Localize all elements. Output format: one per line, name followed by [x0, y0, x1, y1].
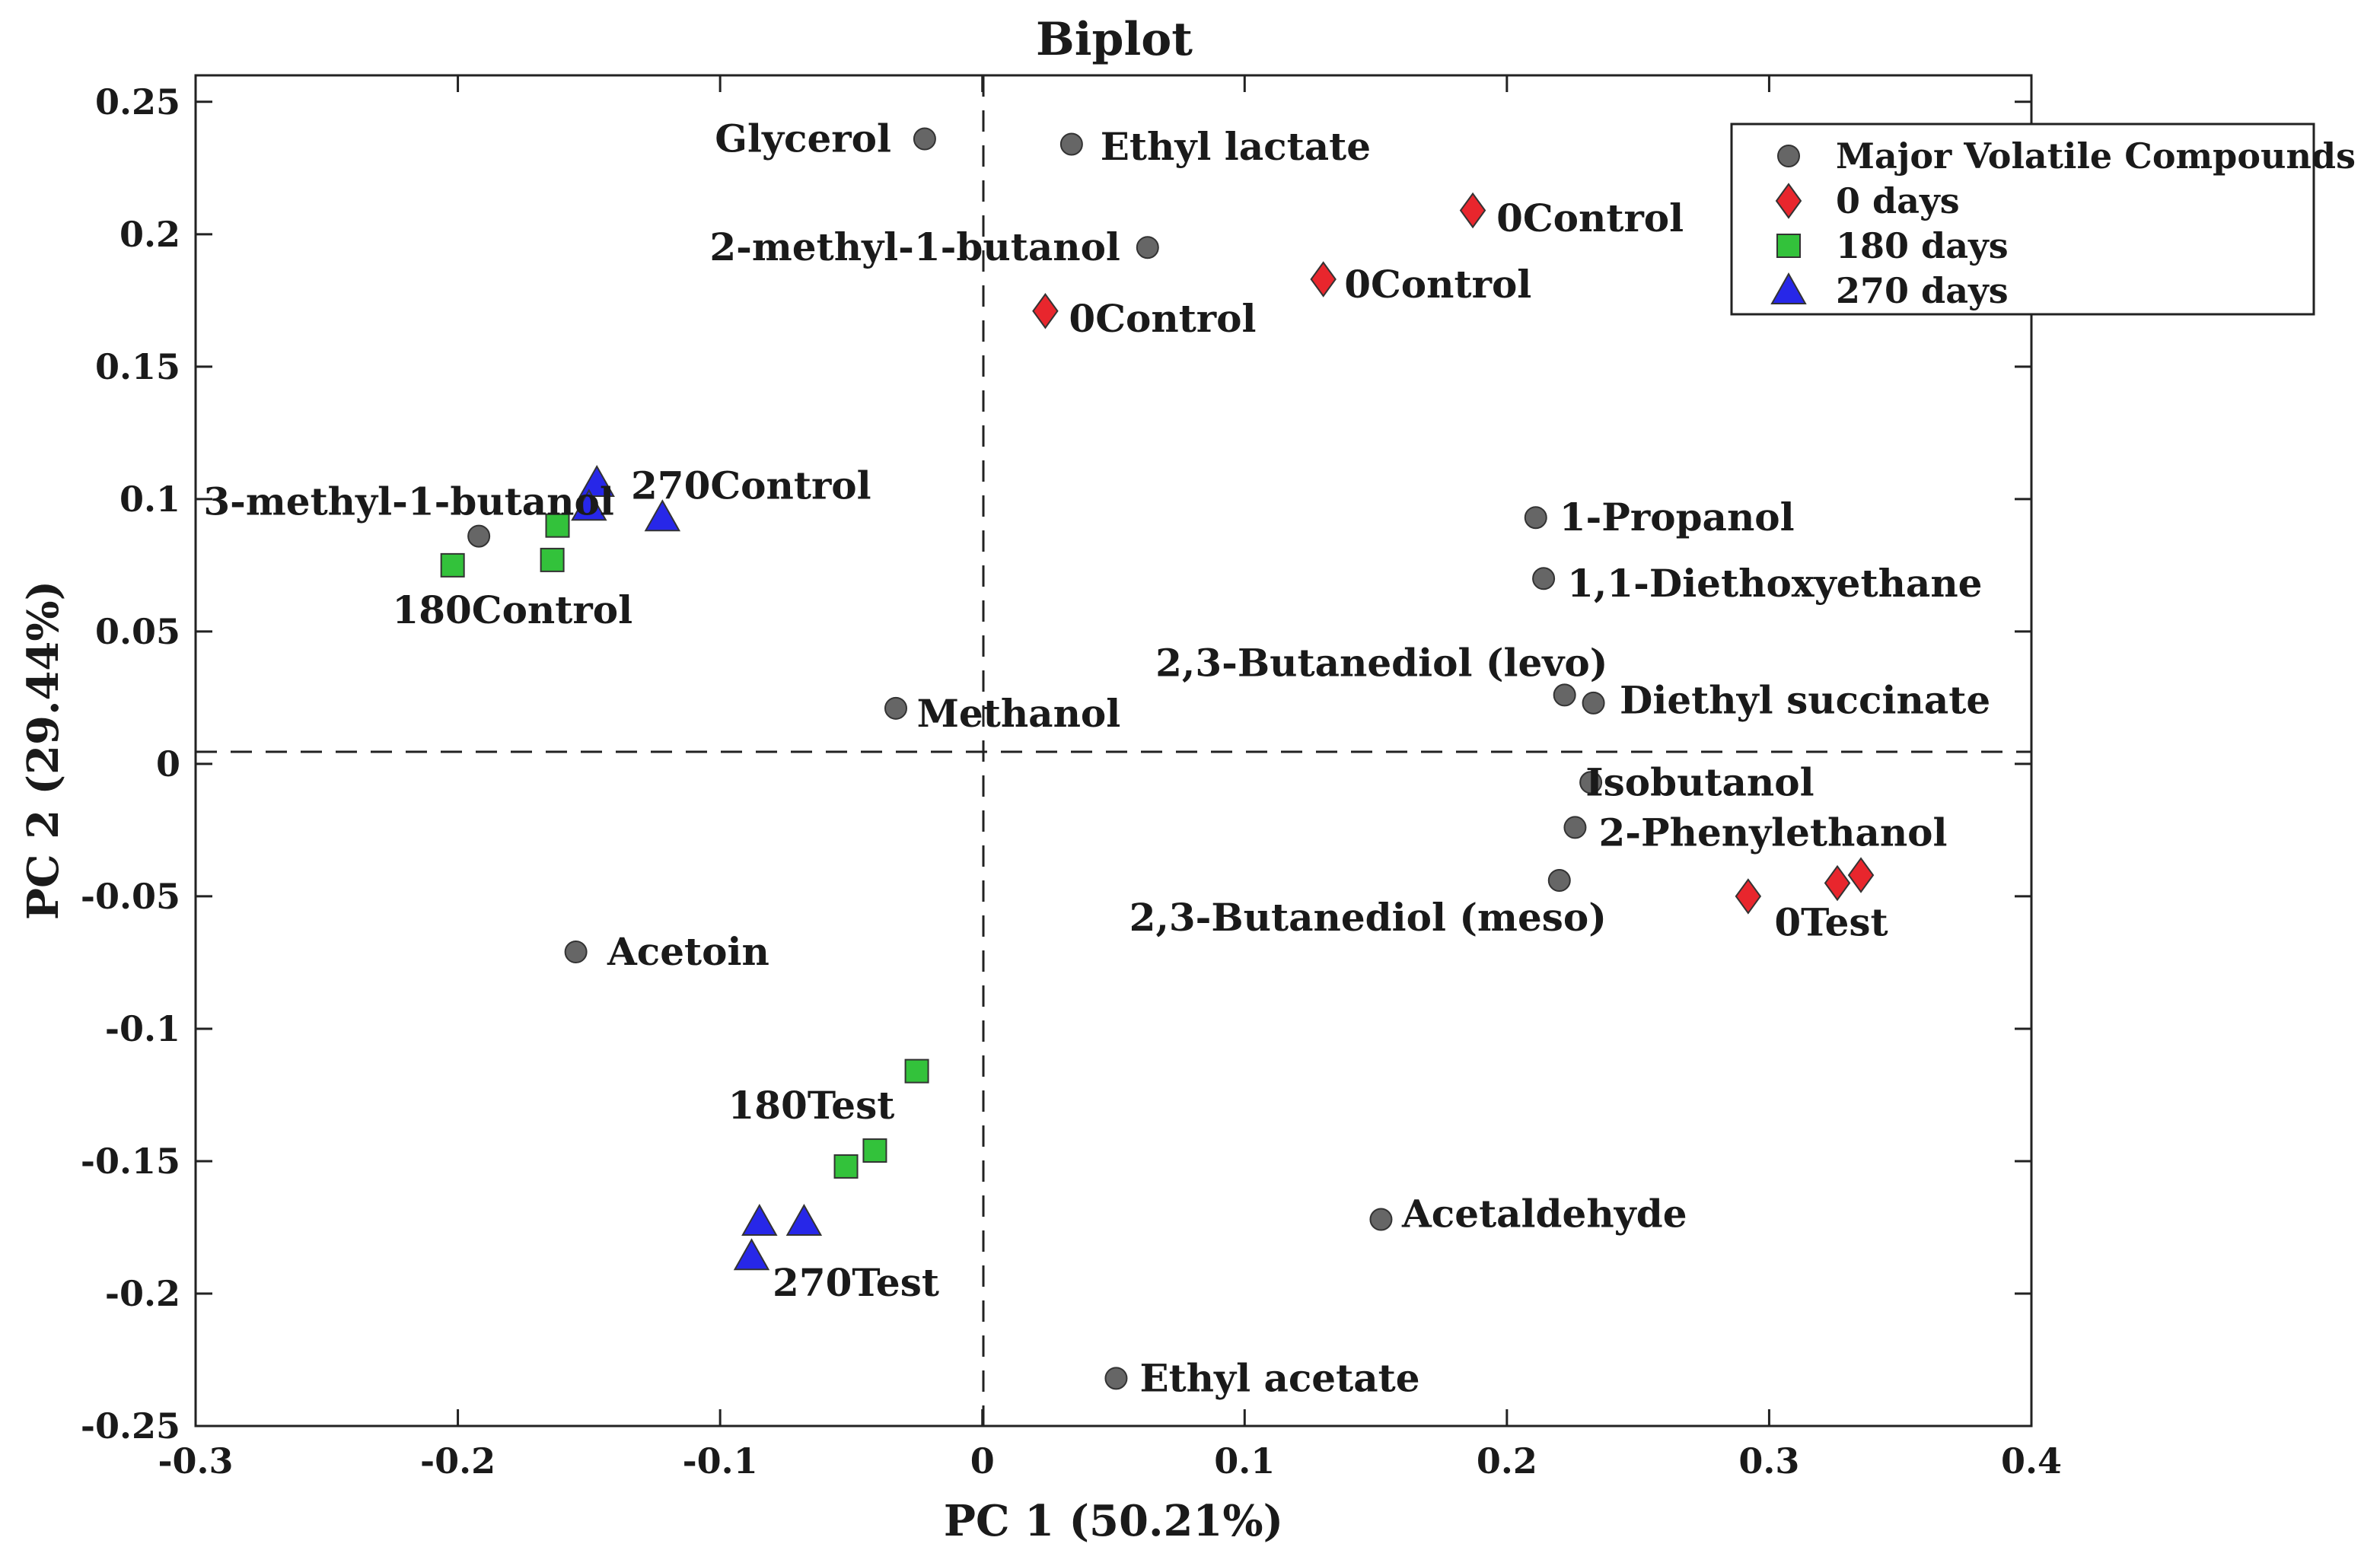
point-0-days	[1032, 293, 1059, 329]
x-tick-label: 0	[970, 1440, 995, 1482]
point-major-volatile-compounds	[1553, 683, 1576, 707]
point-270-days	[578, 464, 615, 497]
point-annotation: 1-Propanol	[1560, 495, 1795, 540]
point-annotation: 0Control	[1069, 296, 1256, 341]
y-tick-label: -0.25	[81, 1405, 180, 1447]
point-major-volatile-compounds	[467, 524, 491, 548]
annotations-group: Glycerol Ethyl lactate 2-methyl-1-butanol 0…	[203, 116, 1990, 1401]
point-annotation: 180Control	[392, 587, 632, 632]
point-annotation: Acetoin	[607, 929, 769, 974]
point-annotation: Isobutanol	[1585, 759, 1814, 804]
legend-label-270-days: 270 days	[1836, 270, 2009, 311]
point-0-days	[1847, 857, 1875, 893]
point-270-days	[733, 1238, 770, 1271]
y-axis-title: PC 2 (29.44%)	[18, 581, 69, 920]
point-annotation: Diethyl succinate	[1620, 677, 1990, 722]
point-180-days	[833, 1154, 859, 1179]
legend-marker-270-days	[1770, 272, 1807, 304]
point-270-days	[785, 1203, 823, 1237]
legend-marker-major-volatile-compounds	[1777, 145, 1800, 167]
x-tick-label: 0.3	[1738, 1440, 1799, 1482]
data-points-group	[440, 127, 1875, 1390]
x-tick-label: 0.1	[1214, 1440, 1275, 1482]
point-major-volatile-compounds	[564, 941, 588, 964]
point-major-volatile-compounds	[1532, 567, 1556, 590]
point-major-volatile-compounds	[1579, 771, 1603, 794]
y-tick-label: -0.05	[81, 876, 180, 917]
point-major-volatile-compounds	[884, 696, 908, 720]
point-major-volatile-compounds	[1563, 816, 1587, 839]
point-0-days	[1310, 261, 1337, 298]
point-major-volatile-compounds	[1369, 1208, 1393, 1231]
point-annotation: 2,3-Butanediol (meso)	[1129, 895, 1607, 940]
point-annotation: 0Control	[1344, 262, 1531, 307]
point-major-volatile-compounds	[1059, 132, 1083, 156]
point-180-days	[862, 1138, 887, 1163]
x-tick-label: -0.3	[158, 1440, 233, 1482]
point-270-days	[741, 1203, 778, 1237]
point-annotation: 1,1-Diethoxyethane	[1567, 561, 1982, 606]
y-tick-label: 0.15	[95, 346, 180, 387]
point-180-days	[540, 547, 565, 572]
legend-marker-0-days	[1775, 183, 1802, 219]
point-major-volatile-compounds	[1547, 869, 1571, 893]
y-tick-label: 0.05	[95, 611, 180, 652]
point-annotation: 180Test	[728, 1083, 894, 1128]
point-major-volatile-compounds	[1582, 691, 1605, 715]
point-annotation: 3-methyl-1-butanol	[203, 479, 614, 524]
x-tick-label: -0.1	[683, 1440, 758, 1482]
point-0-days	[1735, 878, 1762, 915]
y-tick-label: -0.2	[105, 1273, 180, 1314]
point-annotation: Acetaldehyde	[1401, 1192, 1687, 1237]
x-axis-title: PC 1 (50.21%)	[944, 1496, 1283, 1546]
x-tick-label: -0.2	[420, 1440, 495, 1482]
y-tick-label: 0	[156, 743, 180, 785]
point-major-volatile-compounds	[1136, 236, 1159, 259]
point-annotation: 0Control	[1496, 196, 1684, 240]
point-270-days	[571, 489, 607, 521]
chart-title: Biplot	[1036, 13, 1193, 66]
point-annotation: 270Test	[773, 1260, 939, 1305]
point-annotation: 0Test	[1774, 900, 1888, 945]
point-0-days	[1824, 864, 1851, 902]
point-180-days	[545, 513, 570, 538]
point-annotation: Methanol	[917, 691, 1121, 736]
x-tick-label: 0.4	[2001, 1440, 2062, 1482]
legend-box	[1730, 123, 2315, 316]
point-annotation: Ethyl acetate	[1139, 1355, 1419, 1400]
legend-marker-180-days	[1776, 234, 1801, 258]
y-tick-label: 0.25	[95, 81, 180, 123]
point-annotation: 270Control	[631, 463, 871, 508]
point-annotation: Glycerol	[715, 116, 891, 161]
point-180-days	[440, 552, 465, 578]
y-tick-label: -0.1	[105, 1008, 180, 1049]
point-270-days	[644, 499, 681, 532]
point-major-volatile-compounds	[913, 127, 936, 151]
legend-label-180-days: 180 days	[1836, 225, 2009, 266]
axes-group: -0.3 -0.2 -0.1 0 0.1 0.2 0.3 0.4 -0.25 -0.2 -0.15 -…	[81, 75, 2062, 1482]
x-tick-label: 0.2	[1477, 1440, 1537, 1482]
y-tick-label: -0.15	[81, 1141, 180, 1182]
point-0-days	[1459, 192, 1486, 229]
legend-label-major-volatile-compounds: Major Volatile Compounds	[1836, 135, 2356, 177]
point-annotation: 2-Phenylethanol	[1598, 810, 1947, 855]
point-annotation: 2,3-Butanediol (levo)	[1155, 641, 1607, 686]
y-tick-label: 0.2	[119, 214, 180, 255]
point-annotation: Ethyl lactate	[1101, 124, 1371, 169]
point-annotation: 2-methyl-1-butanol	[709, 224, 1120, 269]
y-tick-label: 0.1	[119, 479, 180, 520]
point-180-days	[904, 1058, 929, 1084]
point-major-volatile-compounds	[1104, 1367, 1128, 1390]
point-major-volatile-compounds	[1524, 506, 1547, 530]
legend-label-0-days: 0 days	[1836, 180, 1960, 221]
